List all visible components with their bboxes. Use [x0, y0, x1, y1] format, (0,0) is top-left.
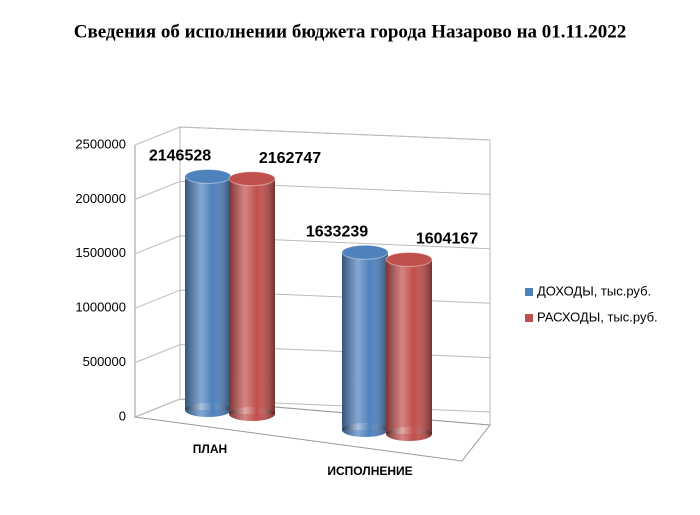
- legend-label: РАСХОДЫ, тыс.руб.: [537, 309, 658, 324]
- grid-line: [134, 235, 491, 255]
- chart-title: Сведения об исполнении бюджета города На…: [74, 21, 626, 42]
- y-tick-label: 0: [119, 408, 126, 423]
- bar-top: [184, 168, 232, 184]
- bar-top: [228, 171, 276, 187]
- data-label: 1604167: [416, 231, 478, 248]
- bar-top: [341, 244, 389, 260]
- legend-swatch: [525, 314, 533, 322]
- grid-line: [134, 126, 491, 146]
- bar-top: [385, 251, 433, 267]
- legend-swatch: [525, 288, 533, 296]
- y-tick-label: 2500000: [75, 136, 126, 151]
- y-tick-label: 500000: [83, 354, 126, 369]
- legend-label: ДОХОДЫ, тыс.руб.: [537, 283, 651, 298]
- y-tick-label: 2000000: [75, 191, 126, 206]
- bar-shade: [342, 252, 388, 430]
- data-label: 1633239: [306, 224, 368, 241]
- bar-shade: [185, 176, 231, 410]
- x-tick-label: ПЛАН: [193, 442, 227, 456]
- data-label: 2146528: [149, 148, 211, 165]
- data-label: 2162747: [259, 150, 321, 167]
- y-tick-label: 1500000: [75, 245, 126, 260]
- bar-shade: [386, 259, 432, 434]
- x-tick-label: ИСПОЛНЕНИЕ: [327, 464, 412, 478]
- bar-shade: [229, 178, 275, 414]
- grid-line: [134, 180, 491, 200]
- y-tick-label: 1000000: [75, 300, 126, 315]
